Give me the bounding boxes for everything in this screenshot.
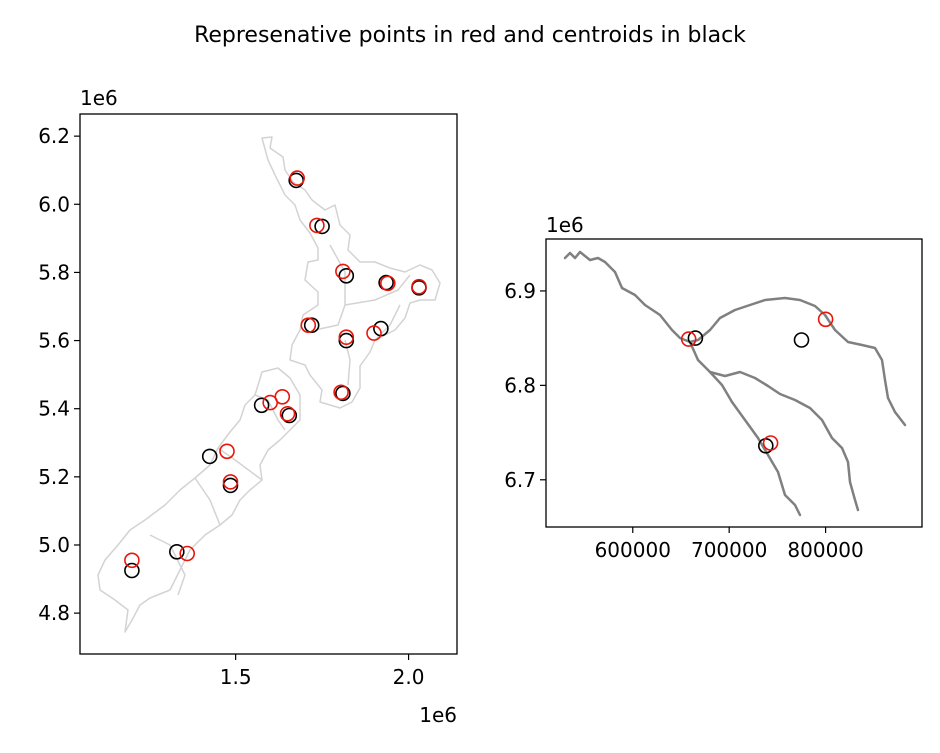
representative-point-marker — [338, 329, 355, 346]
right-representative-markers — [680, 311, 834, 451]
right-y-offset-label: 1e6 — [546, 213, 584, 237]
right-panel: 6.7 6.8 6.9 600000 700000 800000 1e6 — [504, 213, 923, 562]
representative-point-marker — [300, 317, 317, 334]
representative-point-marker — [124, 552, 140, 569]
left-x-offset-label: 1e6 — [419, 703, 457, 727]
centroid-marker — [314, 218, 330, 235]
centroid-marker — [201, 448, 218, 465]
representative-point-marker — [335, 263, 351, 280]
south-island-region-line — [194, 477, 221, 526]
left-centroid-markers — [124, 172, 427, 579]
right-axes-frame — [545, 238, 923, 528]
representative-point-marker — [366, 325, 382, 341]
representative-point-marker — [680, 331, 697, 347]
north-island-region-line — [344, 274, 411, 306]
y-tick-label: 5.4 — [38, 397, 70, 421]
y-tick-label: 5.8 — [38, 260, 70, 284]
centroid-marker — [303, 317, 320, 334]
representative-point-marker — [222, 474, 239, 490]
y-tick-label: 6.7 — [504, 468, 536, 492]
representative-point-marker — [179, 545, 195, 562]
right-y-axis: 6.7 6.8 6.9 — [504, 279, 546, 492]
south-island-outline — [97, 367, 301, 633]
x-tick-label: 800000 — [787, 538, 863, 562]
right-x-axis: 600000 700000 800000 — [595, 527, 864, 562]
representative-point-marker — [219, 443, 235, 460]
representative-point-marker — [279, 405, 296, 422]
representative-point-marker — [817, 311, 834, 328]
centroid-marker — [793, 332, 810, 348]
figure-title: Represenative points in red and centroid… — [194, 23, 746, 48]
left-x-axis: 1.5 2.0 — [220, 654, 425, 689]
south-island-region-line — [254, 394, 286, 431]
representative-point-marker — [333, 384, 349, 401]
y-tick-label: 6.8 — [504, 373, 536, 397]
y-tick-label: 6.0 — [38, 192, 70, 216]
x-tick-label: 1.5 — [220, 665, 252, 689]
representative-point-marker — [411, 278, 427, 295]
left-axes-frame — [79, 113, 458, 655]
north-island-outline — [261, 136, 441, 409]
y-tick-label: 5.0 — [38, 533, 70, 557]
y-tick-label: 6.2 — [38, 124, 70, 148]
representative-point-marker — [762, 435, 779, 451]
river-lines — [563, 250, 907, 517]
x-tick-label: 600000 — [595, 538, 671, 562]
y-tick-label: 5.2 — [38, 465, 70, 489]
centroid-marker — [338, 267, 355, 284]
north-island-region-line — [314, 244, 346, 331]
representative-point-marker — [274, 388, 291, 405]
centroid-marker — [687, 330, 704, 346]
centroid-marker — [281, 407, 298, 424]
south-island-region-line — [217, 447, 263, 481]
y-tick-label: 5.6 — [38, 329, 70, 353]
river-line — [688, 340, 860, 512]
centroid-marker — [335, 385, 351, 402]
centroid-marker — [169, 543, 185, 560]
y-tick-label: 4.8 — [38, 601, 70, 625]
representative-point-marker — [289, 170, 306, 186]
north-island-region-line — [344, 339, 351, 386]
right-centroid-markers — [687, 330, 810, 454]
river-line — [708, 370, 802, 517]
centroid-marker — [253, 397, 270, 414]
x-tick-label: 2.0 — [393, 665, 425, 689]
representative-point-marker — [309, 217, 325, 234]
centroid-marker — [222, 477, 239, 494]
representative-point-marker — [379, 275, 396, 292]
river-line — [563, 250, 907, 427]
south-island-region-line — [149, 534, 186, 596]
x-tick-label: 700000 — [691, 538, 767, 562]
y-tick-label: 6.9 — [504, 279, 536, 303]
centroid-marker — [124, 562, 140, 579]
left-y-axis: 4.8 5.0 5.2 5.4 5.6 5.8 6.0 6.2 — [38, 124, 80, 625]
left-representative-markers — [124, 170, 427, 569]
left-panel: 4.8 5.0 5.2 5.4 5.6 5.8 6.0 6.2 1.5 2.0 1e6 1e6 — [38, 86, 458, 727]
left-y-offset-label: 1e6 — [80, 86, 118, 110]
nz-region-outlines — [97, 136, 441, 633]
